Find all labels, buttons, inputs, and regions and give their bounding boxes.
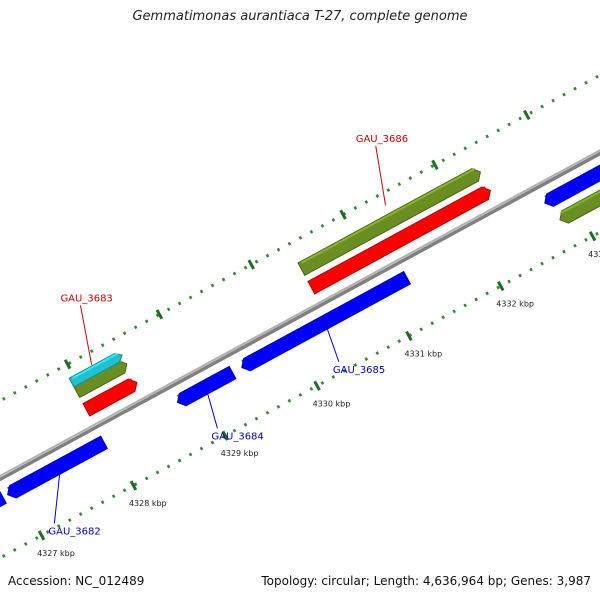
tick-label: 4329 kbp <box>221 449 259 458</box>
tick-mark <box>129 480 138 491</box>
feature-bevel <box>72 352 119 379</box>
gene-label-leader <box>206 390 218 429</box>
tick-mark <box>339 209 347 220</box>
gene-label-g3686: GAU_3686 <box>356 134 408 145</box>
tick-mark <box>37 530 46 541</box>
backbone-highlight <box>0 149 600 478</box>
feature-bevel <box>7 438 100 490</box>
gene-label-g3685: GAU_3685 <box>333 365 385 376</box>
feature-bevel <box>241 273 403 363</box>
outer-track <box>0 73 600 403</box>
tick-label: 4332 kbp <box>496 300 534 309</box>
tick-label: 4330 kbp <box>313 399 351 408</box>
gene-label-leader <box>79 305 93 365</box>
genome-backbone <box>0 151 600 482</box>
tick-label: 4328 kbp <box>129 499 167 508</box>
feature-f1 <box>0 490 7 508</box>
tick-label: 4331 kbp <box>404 350 442 359</box>
feature-f9 <box>82 378 138 417</box>
feature-bevel <box>177 368 228 398</box>
feature-f11 <box>68 353 123 388</box>
feature-bevel <box>85 378 133 405</box>
tick-mark <box>431 159 439 170</box>
tick-mark <box>221 430 229 441</box>
tick-mark <box>588 231 597 242</box>
feature-bevel <box>559 190 600 215</box>
tick-mark <box>405 330 413 342</box>
accession-text: Accession: NC_012489 <box>8 574 145 588</box>
genome-title: Gemmatimonas aurantiaca T-27, complete g… <box>132 9 468 24</box>
feature-f3 <box>176 365 237 407</box>
feature-bevel <box>310 186 486 283</box>
tick-mark <box>497 280 505 292</box>
tick-mark <box>155 309 164 320</box>
tick-label: 4327 kbp <box>37 549 75 558</box>
feature-bevel <box>300 167 476 264</box>
tick-mark <box>313 380 321 391</box>
feature-bevel <box>544 165 600 198</box>
gene-label-g3683: GAU_3683 <box>60 293 112 304</box>
feature-f13 <box>297 168 481 276</box>
gene-label-leader <box>325 325 340 363</box>
gene-label-g3682: GAU_3682 <box>48 526 100 537</box>
tick-label: 4333 kbp <box>588 250 600 259</box>
gene-label-leader <box>53 470 61 524</box>
tick-mark <box>63 359 72 370</box>
feature-f12 <box>307 186 491 295</box>
gene-label-leader <box>375 145 387 206</box>
tick-mark <box>247 259 255 270</box>
gene-label-g3684: GAU_3684 <box>211 431 263 442</box>
genome-summary-text: Topology: circular; Length: 4,636,964 bp… <box>261 574 591 588</box>
tick-mark <box>523 109 531 121</box>
